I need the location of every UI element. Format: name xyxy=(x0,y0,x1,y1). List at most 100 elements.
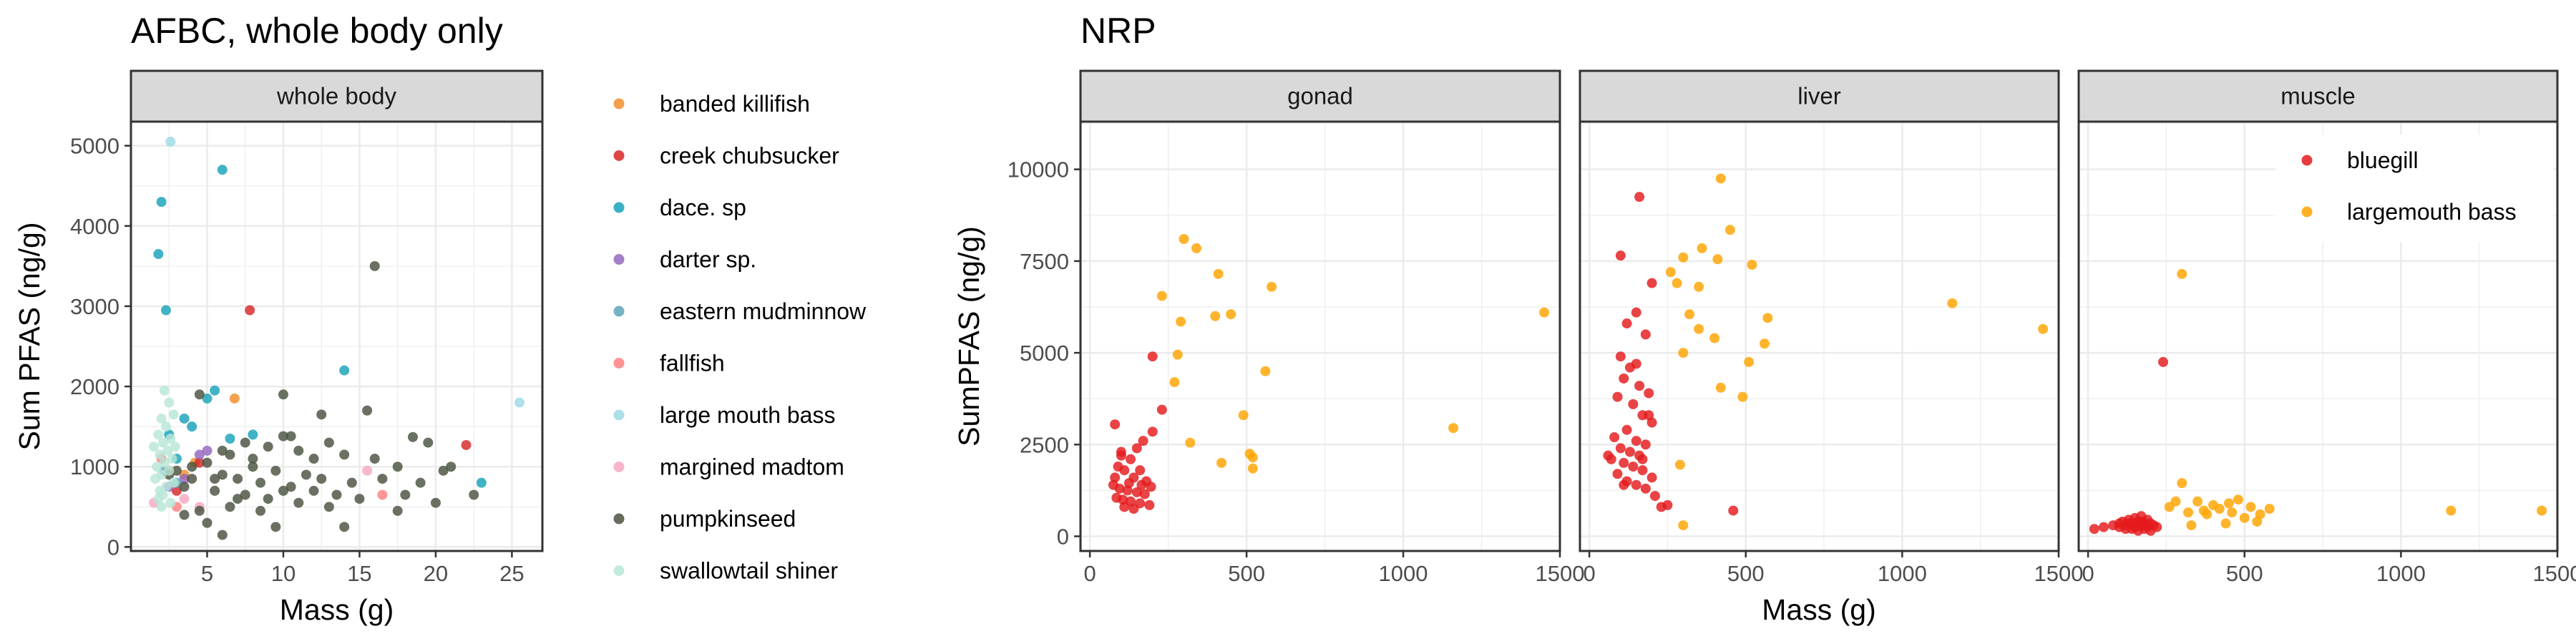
point-swallowtail-shiner-whole-body-17 xyxy=(150,474,161,484)
point-pumpkinseed-whole-body-60 xyxy=(217,445,228,456)
point-pumpkinseed-whole-body-2 xyxy=(278,389,288,400)
x-tick-label-liver-1500: 1500 xyxy=(2034,561,2084,586)
point-pumpkinseed-whole-body-1 xyxy=(194,389,205,400)
point-largemouth-bass-liver-21 xyxy=(2038,323,2049,334)
point-dace-sp-whole-body-7 xyxy=(179,413,190,424)
point-largemouth-bass-gonad-18 xyxy=(1448,423,1459,434)
point-creek-chubsucker-whole-body-0 xyxy=(245,305,255,316)
point-pumpkinseed-whole-body-34 xyxy=(469,489,479,500)
point-swallowtail-shiner-whole-body-2 xyxy=(156,413,167,424)
legend-key-pumpkinseed xyxy=(613,513,625,525)
point-swallowtail-shiner-whole-body-22 xyxy=(153,494,164,504)
point-pumpkinseed-whole-body-47 xyxy=(270,522,281,532)
point-bluegill-gonad-1 xyxy=(1147,351,1158,362)
point-bluegill-gonad-21 xyxy=(1144,499,1155,510)
point-pumpkinseed-whole-body-27 xyxy=(255,477,266,488)
x-tick-label-whole-body-15: 15 xyxy=(347,561,371,586)
point-swallowtail-shiner-whole-body-14 xyxy=(152,462,162,472)
point-pumpkinseed-whole-body-36 xyxy=(240,489,250,500)
x-tick-label-gonad-500: 500 xyxy=(1228,561,1265,586)
point-bluegill-liver-24 xyxy=(1628,462,1639,472)
afbc-panel: AFBC, whole body only whole body 5 10 15 20 2… xyxy=(13,11,867,626)
facet-strip-whole-body xyxy=(130,69,544,123)
point-largemouth-bass-muscle-16 xyxy=(2220,518,2231,529)
point-pumpkinseed-whole-body-11 xyxy=(263,441,273,452)
point-bluegill-muscle-0 xyxy=(2158,356,2169,367)
point-swallowtail-shiner-whole-body-7 xyxy=(157,437,168,448)
point-pumpkinseed-whole-body-59 xyxy=(438,465,449,476)
point-largemouth-bass-liver-12 xyxy=(1709,333,1720,343)
legend-label-largemouth-bass: largemouth bass xyxy=(2347,199,2517,225)
point-bluegill-liver-0 xyxy=(1634,192,1645,203)
point-pumpkinseed-whole-body-14 xyxy=(369,454,380,464)
point-dace-sp-whole-body-0 xyxy=(217,165,228,175)
facet-gonad: gonad 0 500 1000 1500 0 2500 5000 7500 10000 xyxy=(1008,69,1585,586)
legend-key-darter-sp xyxy=(613,254,625,265)
point-bluegill-gonad-13 xyxy=(1114,483,1125,494)
point-bluegill-gonad-0 xyxy=(1110,419,1121,430)
point-pumpkinseed-whole-body-54 xyxy=(233,494,243,504)
legend-key-eastern-mudminnow xyxy=(613,306,625,317)
point-pumpkinseed-whole-body-42 xyxy=(225,502,235,512)
panel-border xyxy=(1579,120,2060,552)
nrp-title: NRP xyxy=(1080,11,1156,51)
point-largemouth-bass-liver-3 xyxy=(1712,254,1723,265)
x-tick-label-muscle-1000: 1000 xyxy=(2376,561,2426,586)
point-largemouth-bass-gonad-11 xyxy=(1185,437,1196,448)
legend-key-fallfish xyxy=(613,358,625,369)
panel-border xyxy=(130,120,544,552)
point-bluegill-liver-25 xyxy=(1637,465,1648,476)
point-bluegill-liver-5 xyxy=(1640,329,1651,340)
point-darter-sp-whole-body-1 xyxy=(179,474,190,484)
point-largemouth-bass-liver-7 xyxy=(1694,281,1704,292)
legend-key-bluegill xyxy=(2301,155,2313,166)
x-tick-label-muscle-1500: 1500 xyxy=(2533,561,2576,586)
y-axis-title: Sum PFAS (ng/g) xyxy=(13,222,46,450)
point-largemouth-bass-gonad-4 xyxy=(1156,291,1167,301)
point-largemouth-bass-gonad-7 xyxy=(1176,316,1186,327)
point-pumpkinseed-whole-body-7 xyxy=(323,437,334,448)
point-pumpkinseed-whole-body-30 xyxy=(331,489,342,500)
point-pumpkinseed-whole-body-26 xyxy=(233,474,243,484)
y-tick-label-10000: 10000 xyxy=(1008,157,1069,182)
point-bluegill-gonad-15 xyxy=(1131,487,1142,497)
point-dace-sp-whole-body-5 xyxy=(210,385,220,396)
point-bluegill-liver-29 xyxy=(1631,479,1641,490)
point-largemouth-bass-gonad-9 xyxy=(1260,366,1271,376)
x-tick-label-gonad-1500: 1500 xyxy=(1536,561,1585,586)
legend-label-margined-madtom: margined madtom xyxy=(660,454,844,480)
point-pumpkinseed-whole-body-22 xyxy=(316,474,327,484)
legend-label-eastern-mudminnow: eastern mudminnow xyxy=(660,298,867,324)
point-pumpkinseed-whole-body-18 xyxy=(202,457,213,468)
y-axis-title: SumPFAS (ng/g) xyxy=(952,226,985,447)
point-largemouth-bass-gonad-3 xyxy=(1267,281,1277,292)
y-tick-label-1000: 1000 xyxy=(70,454,119,479)
point-pumpkinseed-whole-body-3 xyxy=(316,409,327,420)
point-largemouth-bass-muscle-6 xyxy=(2245,502,2256,512)
point-dace-sp-whole-body-4 xyxy=(339,365,350,376)
legend-label-creek-chubsucker: creek chubsucker xyxy=(660,143,839,169)
point-margined-madtom-whole-body-0 xyxy=(362,465,373,476)
point-largemouth-bass-gonad-5 xyxy=(1210,311,1221,321)
x-tick-label-whole-body-25: 25 xyxy=(499,561,524,586)
y-tick-label-4000: 4000 xyxy=(70,214,119,239)
point-bluegill-liver-39 xyxy=(1631,358,1641,369)
point-swallowtail-shiner-whole-body-5 xyxy=(153,429,164,440)
point-bluegill-muscle-26 xyxy=(2145,525,2156,536)
point-largemouth-bass-gonad-16 xyxy=(1247,463,1258,474)
point-bluegill-liver-6 xyxy=(1615,351,1626,362)
facet-strip-muscle xyxy=(2077,69,2559,123)
point-swallowtail-shiner-whole-body-8 xyxy=(148,441,159,452)
point-bluegill-gonad-29 xyxy=(1131,443,1142,454)
point-bluegill-liver-8 xyxy=(1619,373,1629,384)
point-pumpkinseed-whole-body-61 xyxy=(248,454,258,464)
point-largemouth-bass-muscle-8 xyxy=(2264,504,2275,514)
point-swallowtail-shiner-whole-body-11 xyxy=(155,449,165,460)
point-largemouth-bass-muscle-18 xyxy=(2446,505,2457,516)
x-axis-title: Mass (g) xyxy=(1762,593,1875,626)
point-banded-killifish-whole-body-0 xyxy=(229,393,240,404)
point-pumpkinseed-whole-body-31 xyxy=(354,494,365,504)
point-pumpkinseed-whole-body-53 xyxy=(210,474,220,484)
point-pumpkinseed-whole-body-29 xyxy=(308,485,319,496)
